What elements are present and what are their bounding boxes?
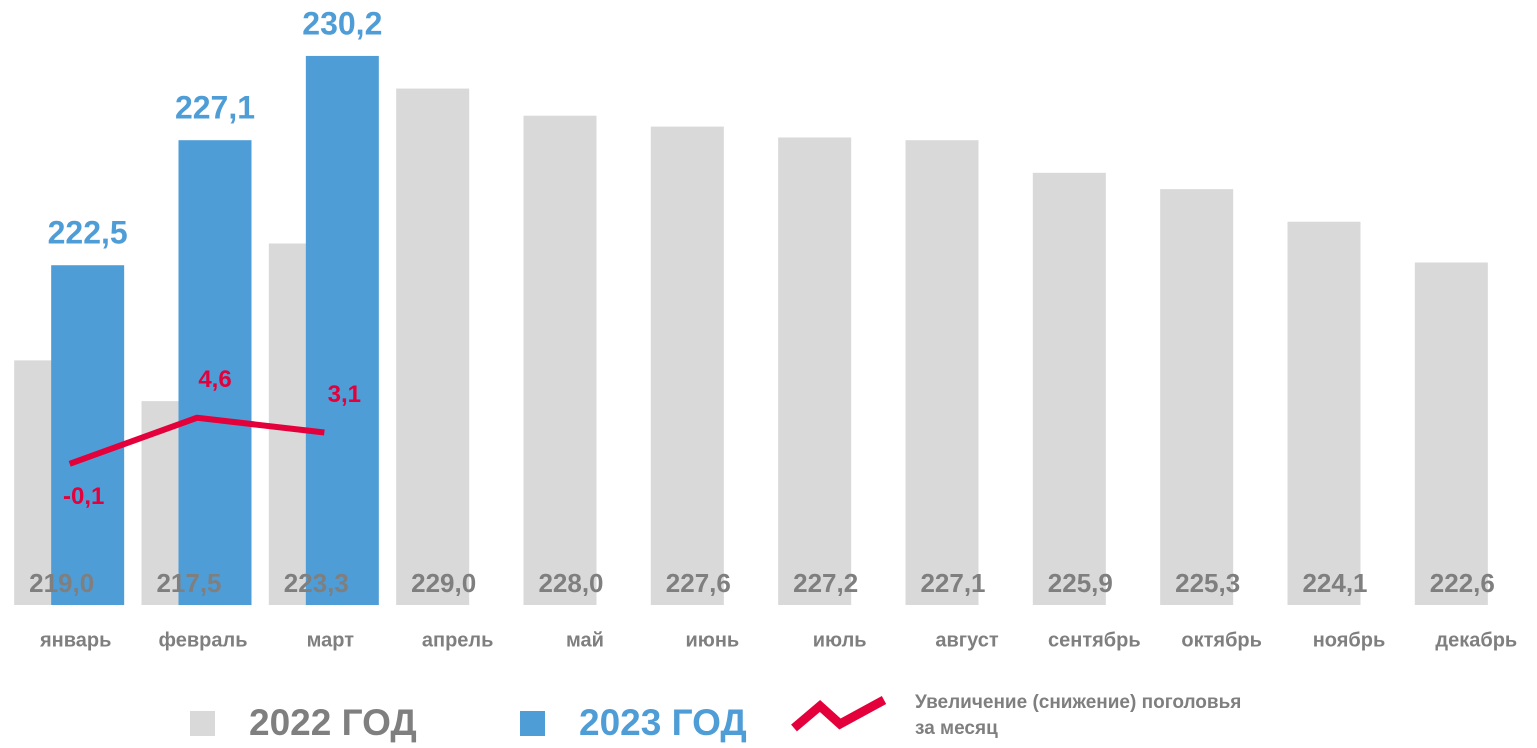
line-label: -0,1	[63, 483, 104, 510]
value-label: 227,2	[793, 568, 858, 598]
bar	[523, 115, 597, 606]
x-tick-label: март	[307, 629, 355, 651]
value-label: 227,6	[666, 568, 731, 598]
value-label: 217,5	[156, 568, 221, 598]
x-tick-label: сентябрь	[1048, 629, 1141, 651]
legend-swatch	[791, 696, 887, 732]
legend-swatch	[520, 710, 545, 736]
value-label: 227,1	[920, 568, 985, 598]
bar	[1414, 262, 1488, 605]
x-tick-label: январь	[39, 629, 111, 651]
value-label: 222,5	[48, 215, 128, 251]
x-tick-label: май	[566, 629, 604, 651]
value-label: 228,0	[538, 568, 603, 598]
bar	[778, 137, 852, 606]
value-label: 224,1	[1302, 568, 1367, 598]
legend-item: Увеличение (снижение) поголовья за месяц	[790, 690, 1245, 742]
bar	[51, 265, 125, 605]
legend-label: Увеличение (снижение) поголовья за месяц	[915, 692, 1242, 739]
line-label: 3,1	[328, 381, 361, 408]
x-tick-label: февраль	[159, 629, 248, 651]
bar	[305, 55, 379, 606]
value-label: 227,1	[175, 90, 255, 126]
x-tick-label: апрель	[422, 629, 494, 651]
value-label: 225,9	[1048, 568, 1113, 598]
bar	[1160, 189, 1234, 606]
bar	[1287, 221, 1361, 605]
x-tick-label: ноябрь	[1313, 629, 1386, 651]
x-tick-label: декабрь	[1435, 629, 1517, 651]
bar	[650, 126, 724, 605]
bar	[905, 140, 979, 605]
value-label: 229,0	[411, 568, 476, 598]
legend-item: 2022 ГОД	[190, 702, 417, 744]
x-tick-label: июль	[813, 629, 867, 651]
value-label: 223,3	[284, 568, 349, 598]
value-label: 222,6	[1430, 568, 1495, 598]
x-tick-label: октябрь	[1181, 629, 1262, 651]
x-tick-label: июнь	[685, 629, 739, 651]
line	[68, 414, 325, 467]
legend: 2022 ГОД 2023 ГОД Увеличение (снижение) по…	[0, 690, 1537, 748]
line-label: 4,6	[198, 366, 231, 393]
legend-label: 2023 ГОД	[579, 702, 747, 743]
x-tick-label: август	[935, 629, 998, 651]
value-label: 225,3	[1175, 568, 1240, 598]
legend-item: 2023 ГОД	[520, 702, 747, 744]
legend-label: 2022 ГОД	[249, 702, 417, 743]
value-label: 230,2	[302, 5, 382, 41]
bar	[396, 88, 470, 605]
bar	[178, 140, 252, 605]
value-label: 219,0	[29, 568, 94, 598]
bar	[1032, 172, 1106, 606]
legend-swatch	[791, 696, 887, 732]
chart: 219,0 217,5 223,3 229,0 228,0 227,6 227,2 227,1…	[14, 5, 1517, 651]
legend-swatch	[190, 710, 215, 736]
